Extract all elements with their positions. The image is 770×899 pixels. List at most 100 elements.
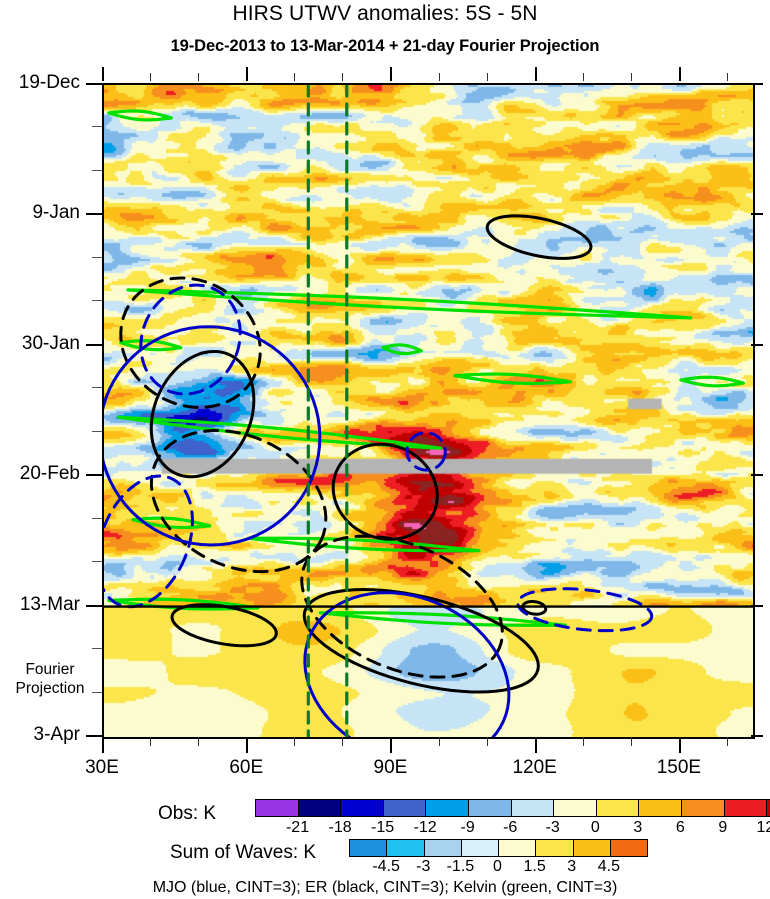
waves-colorbar-label: Sum of Waves: K (170, 842, 317, 863)
fourier-note-line-1: Fourier (25, 661, 75, 679)
kelvin-wave-contour (126, 288, 693, 320)
colorbar-swatch (467, 800, 511, 816)
kelvin-wave-contour (318, 611, 568, 627)
y-axis-tick-right (751, 735, 763, 737)
colorbar-swatch (340, 800, 383, 816)
mjo-wave-contour (104, 474, 194, 609)
colorbar-swatch (498, 840, 536, 856)
y-axis-label: 19-Dec (18, 72, 80, 93)
y-axis-tick (86, 604, 102, 607)
y-axis-tick-right (751, 604, 763, 607)
y-axis-tick-right (751, 343, 763, 346)
mjo-wave-contour (139, 283, 242, 396)
x-axis-tick-top (390, 67, 393, 81)
obs-colorbar (255, 799, 770, 817)
x-axis-tick (630, 737, 632, 746)
mjo-wave-contour (104, 325, 322, 547)
colorbar-tick-label: -6 (503, 819, 518, 836)
fourier-projection-note: Fourier Projection (6, 660, 94, 698)
er-wave-contour (300, 534, 504, 679)
colorbar-swatch (423, 840, 461, 856)
colorbar-swatch (680, 800, 724, 816)
colorbar-tick-label: 9 (718, 819, 728, 836)
x-axis-tick-top (534, 67, 537, 81)
x-axis-tick (678, 737, 681, 753)
x-axis-tick-top (678, 67, 681, 81)
x-axis-tick (486, 737, 488, 746)
colorbar-tick-label: 3 (567, 858, 577, 875)
x-axis-tick (294, 737, 296, 746)
kelvin-wave-contour (453, 372, 572, 385)
er-wave-contour (149, 428, 328, 574)
colorbar-tick-label: -18 (328, 819, 352, 836)
colorbar-tick-label: -12 (413, 819, 437, 836)
y-axis-tick (92, 430, 102, 432)
colorbar-tick-label: 6 (675, 819, 685, 836)
colorbar-tick-label: 0 (590, 819, 600, 836)
x-axis-tick-top (342, 73, 344, 81)
y-axis-tick (92, 126, 102, 128)
x-axis-tick-top (198, 73, 200, 81)
y-axis-label: 20-Feb (19, 463, 80, 485)
y-axis-tick (86, 474, 102, 477)
colorbar-swatch (350, 840, 387, 856)
x-axis-tick (390, 737, 393, 753)
colorbar-tick-label: -4.5 (372, 858, 400, 875)
kelvin-wave-contour (381, 343, 423, 356)
colorbar-swatch (535, 840, 573, 856)
er-wave-contour (149, 349, 256, 479)
x-axis-tick-top (630, 73, 632, 81)
colorbar-swatch (638, 800, 681, 816)
x-axis-tick (534, 737, 537, 753)
x-axis-tick (342, 737, 344, 746)
colorbar-tick-label: -3 (545, 819, 560, 836)
colorbar-tick-label: -3 (416, 858, 431, 875)
x-axis-tick (150, 737, 152, 746)
x-axis-tick-top (294, 73, 296, 81)
colorbar-swatch (553, 800, 596, 816)
colorbar-tick-label: 12 (756, 819, 770, 836)
colorbar-swatch (425, 800, 468, 816)
x-axis-label: 90E (373, 757, 408, 778)
y-axis-tick (86, 83, 102, 85)
x-axis-label: 120E (512, 757, 557, 778)
x-axis-tick-top (486, 73, 488, 81)
y-axis-tick (86, 213, 102, 216)
colorbar-tick-label: 1.5 (523, 858, 546, 875)
x-axis-label: 150E (656, 757, 702, 778)
y-axis-tick (86, 735, 102, 737)
fourier-note-line-2: Projection (15, 680, 85, 698)
colorbar-swatch (460, 840, 498, 856)
page-subtitle: 19-Dec-2013 to 13-Mar-2014 + 21-day Four… (170, 37, 600, 55)
er-wave-contour (170, 603, 278, 648)
contour-group (104, 85, 753, 737)
colorbar-tick-label: -21 (285, 819, 310, 836)
x-axis-label: 30E (85, 757, 119, 778)
mjo-wave-contour (405, 431, 447, 472)
y-axis-tick-right (751, 474, 763, 477)
x-axis-tick (726, 737, 728, 746)
x-axis-tick (438, 737, 440, 746)
x-axis-tick-top (102, 67, 104, 81)
y-axis-tick (92, 561, 102, 563)
y-axis-tick-right (751, 213, 763, 216)
wave-legend-footnote: MJO (blue, CINT=3); ER (black, CINT=3); … (152, 879, 618, 896)
colorbar-swatch (297, 800, 341, 816)
y-axis-tick (92, 691, 102, 693)
y-axis-label: 9-Jan (32, 202, 80, 224)
colorbar-tick-label: 3 (633, 819, 643, 836)
er-wave-contour (485, 214, 593, 260)
y-axis-tick (92, 300, 102, 302)
wave-contour-overlay (104, 85, 753, 737)
colorbar-swatch (609, 840, 647, 856)
colorbar-tick-label: -1.5 (446, 858, 475, 875)
x-axis-tick (198, 737, 200, 746)
colorbar-swatch (382, 800, 426, 816)
x-axis-tick-top (150, 73, 152, 81)
y-axis-label: 30-Jan (21, 332, 80, 354)
er-wave-contour (331, 442, 439, 541)
y-axis-tick (92, 169, 102, 171)
y-axis-tick (86, 343, 102, 346)
kelvin-wave-contour (107, 109, 173, 122)
